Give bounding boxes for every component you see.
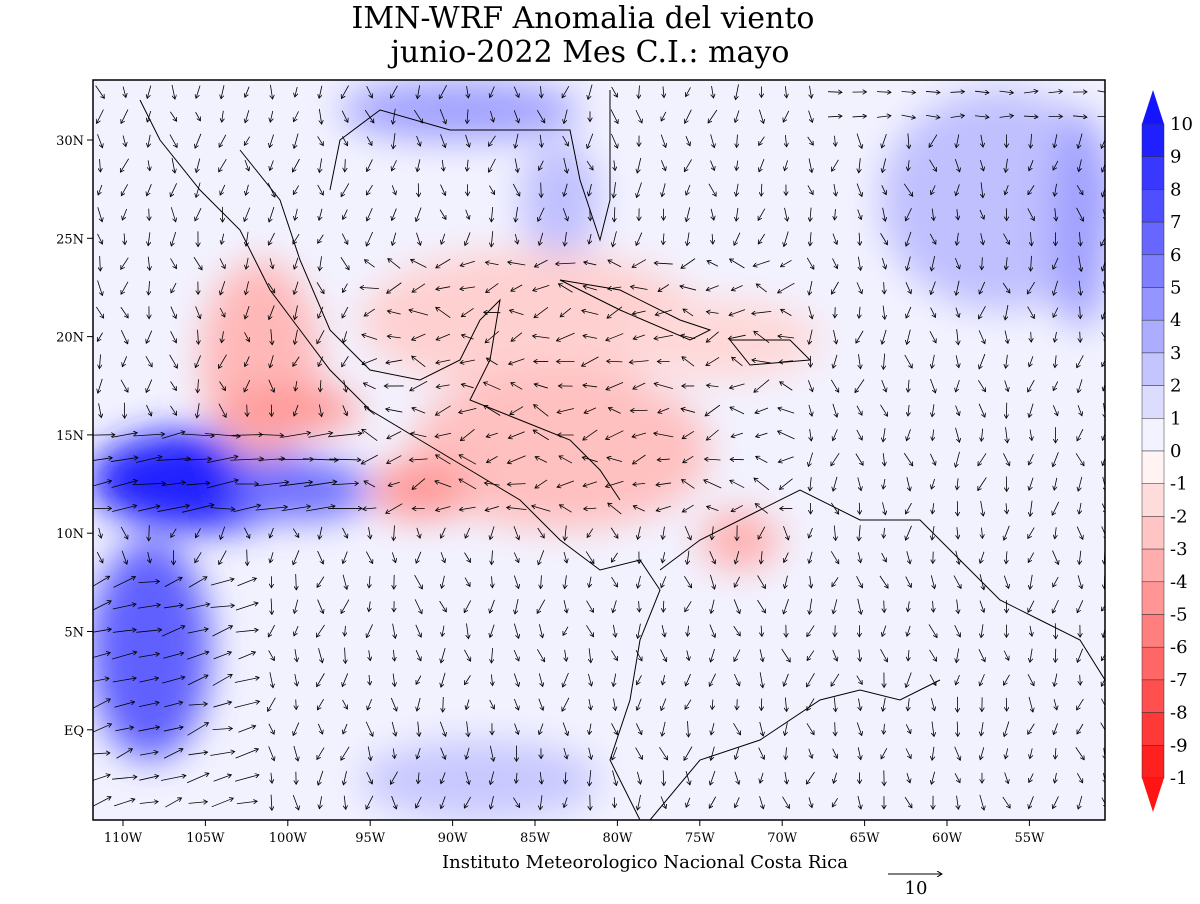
colorbar-label: -7: [1170, 670, 1188, 691]
colorbar-box: [1142, 222, 1164, 255]
lat-label: 20N: [56, 331, 84, 346]
colorbar-label: 10: [1170, 114, 1193, 135]
lon-label: 110W: [104, 831, 143, 846]
colorbar-label: -1: [1170, 768, 1188, 789]
colorbar-box: [1142, 549, 1164, 582]
wind-vector: [835, 307, 836, 318]
colorbar-label: -9: [1170, 735, 1188, 756]
colorbar-box: [1142, 680, 1164, 713]
colorbar-label: 4: [1170, 310, 1181, 331]
colorbar-box: [1142, 516, 1164, 549]
lon-label: 65W: [850, 831, 881, 846]
colorbar-label: 7: [1170, 212, 1181, 233]
wind-vector: [1080, 332, 1081, 343]
colorbar-label: -4: [1170, 572, 1188, 593]
colorbar-box: [1142, 713, 1164, 746]
colorbar-label: -1: [1170, 474, 1188, 495]
colorbar-top-arrow: [1142, 90, 1164, 124]
lat-label: 15N: [56, 429, 84, 444]
wind-vector: [884, 601, 885, 613]
lat-label: 10N: [56, 527, 84, 542]
lon-label: 75W: [685, 831, 716, 846]
colorbar-label: -6: [1170, 637, 1188, 658]
colorbar-label: -2: [1170, 506, 1188, 527]
lon-label: 60W: [932, 831, 963, 846]
lon-label: 70W: [767, 831, 798, 846]
colorbar-box: [1142, 418, 1164, 451]
colorbar-box: [1142, 582, 1164, 615]
colorbar-box: [1142, 353, 1164, 386]
colorbar-label: 8: [1170, 179, 1181, 200]
colorbar-box: [1142, 615, 1164, 648]
colorbar-label: 2: [1170, 376, 1181, 397]
colorbar-box: [1142, 320, 1164, 353]
lon-label: 90W: [438, 831, 469, 846]
wind-vector: [1006, 403, 1007, 419]
colorbar-label: 9: [1170, 147, 1181, 168]
footer-credit: Instituto Meteorologico Nacional Costa R…: [442, 852, 848, 873]
subtitle: junio-2022 Mes C.I.: mayo: [388, 35, 790, 70]
colorbar-box: [1142, 189, 1164, 222]
colorbar-label: 1: [1170, 408, 1181, 429]
colorbar-label: -5: [1170, 605, 1188, 626]
lon-label: 55W: [1014, 831, 1045, 846]
colorbar-label: 3: [1170, 343, 1181, 364]
wind-vector: [541, 183, 542, 198]
lat-label: EQ: [64, 724, 84, 739]
colorbar-box: [1142, 451, 1164, 484]
colorbar-label: 0: [1170, 441, 1181, 462]
colorbar-label: -8: [1170, 703, 1188, 724]
wind-vector: [345, 159, 346, 172]
lat-label: 30N: [56, 134, 84, 149]
title: IMN-WRF Anomalia del viento: [352, 1, 815, 36]
colorbar-box: [1142, 647, 1164, 680]
colorbar-box: [1142, 255, 1164, 288]
colorbar-box: [1142, 386, 1164, 419]
colorbar-bottom-arrow: [1142, 778, 1164, 812]
lon-label: 80W: [602, 831, 633, 846]
wind-vector: [1031, 332, 1032, 342]
colorbar-box: [1142, 288, 1164, 321]
colorbar-label: 6: [1170, 245, 1181, 266]
lat-label: 25N: [56, 232, 84, 247]
lon-label: 95W: [355, 831, 386, 846]
wind-vector: [1055, 649, 1056, 663]
reference-label: 10: [905, 878, 928, 899]
colorbar-label: -3: [1170, 539, 1188, 560]
lon-label: 100W: [269, 831, 308, 846]
lon-label: 105W: [186, 831, 225, 846]
colorbar-label: 5: [1170, 278, 1181, 299]
colorbar-box: [1142, 124, 1164, 157]
colorbar-box: [1142, 157, 1164, 190]
colorbar-box: [1142, 484, 1164, 517]
colorbar-box: [1142, 745, 1164, 778]
lon-label: 85W: [520, 831, 551, 846]
lat-label: 5N: [64, 626, 84, 641]
